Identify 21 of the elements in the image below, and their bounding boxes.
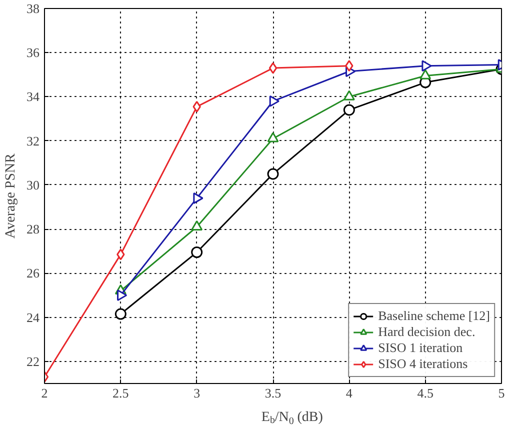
y-tick-label: 28 bbox=[26, 222, 40, 237]
legend-label: SISO 1 iteration bbox=[378, 340, 463, 356]
y-tick-label: 38 bbox=[26, 1, 40, 16]
x-tick-label: 3.5 bbox=[264, 386, 282, 400]
y-tick-label: 22 bbox=[26, 354, 40, 369]
legend-label: SISO 4 iterations bbox=[378, 356, 468, 372]
legend-label: Hard decision dec. bbox=[378, 324, 476, 340]
y-tick-label: 32 bbox=[26, 133, 40, 148]
y-tick-label: 36 bbox=[26, 45, 40, 60]
y-tick-label: 26 bbox=[26, 266, 40, 281]
x-tick-label: 2.5 bbox=[112, 386, 129, 400]
x-tick-label: 5 bbox=[498, 386, 505, 400]
legend-label: Baseline scheme [12] bbox=[378, 308, 490, 324]
x-tick-label: 2 bbox=[41, 386, 48, 400]
y-tick-label: 24 bbox=[26, 310, 40, 325]
y-tick-label: 34 bbox=[26, 89, 40, 104]
x-tick-label: 4.5 bbox=[417, 386, 434, 400]
y-axis-title: Average PSNR bbox=[4, 152, 18, 238]
y-tick-label: 30 bbox=[26, 177, 40, 192]
x-tick-label: 4 bbox=[346, 386, 353, 400]
x-tick-label: 3 bbox=[194, 386, 200, 400]
